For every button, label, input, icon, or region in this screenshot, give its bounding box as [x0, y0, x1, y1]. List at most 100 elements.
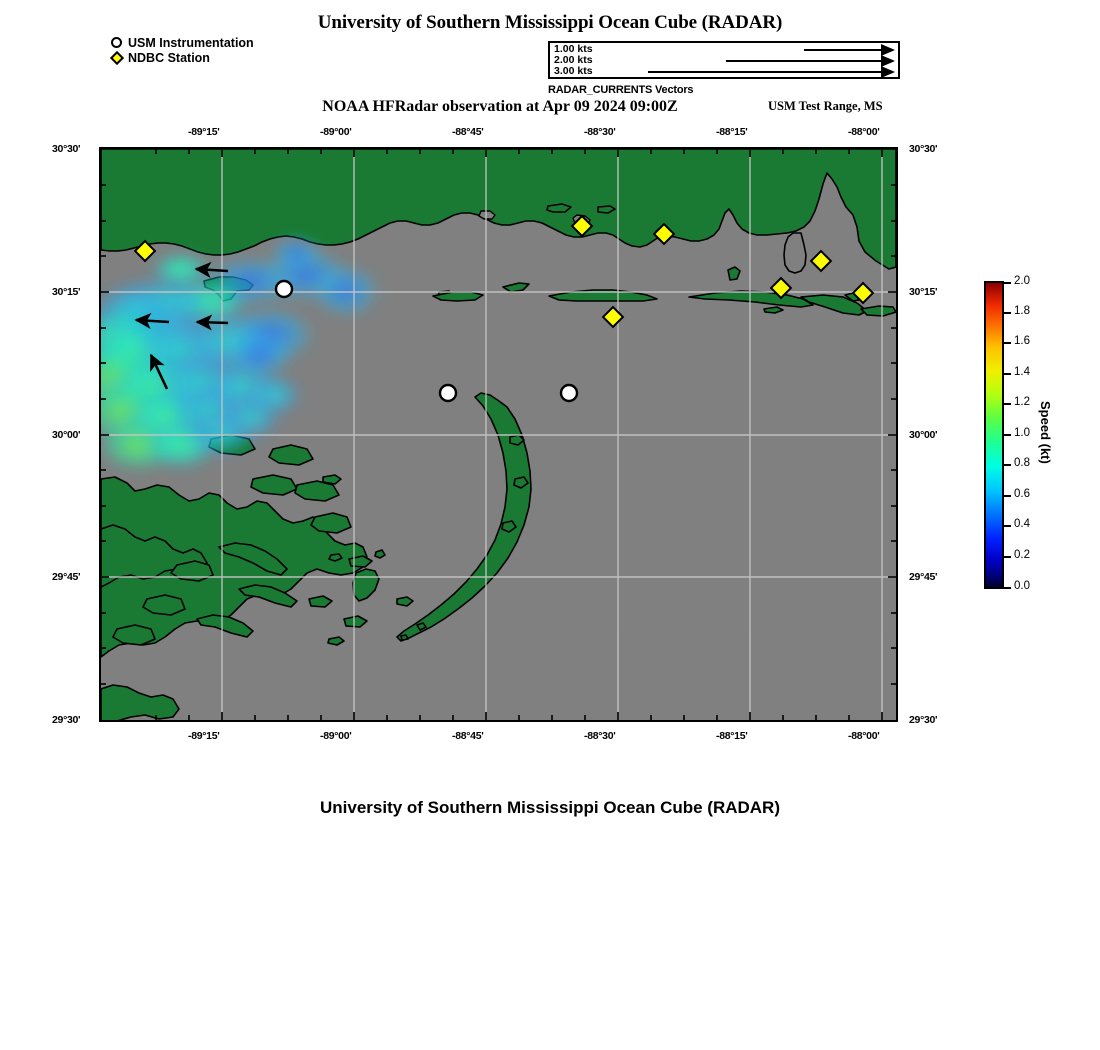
axis-tick-marks	[101, 149, 896, 720]
ndbc-station-marker	[570, 214, 594, 238]
colorbar-tick	[1004, 282, 1011, 284]
mainland-coast	[101, 149, 896, 270]
ndbc-station-marker	[851, 281, 875, 305]
ndbc-station-marker	[809, 249, 833, 273]
axis-label-bottom-lon-6: -88°00'	[848, 730, 880, 742]
ndbc-station-layer	[133, 214, 875, 329]
delta-finger-1	[218, 542, 288, 576]
barrier-islet-2	[597, 205, 616, 214]
colorbar-tick-label-0: 0.0	[1014, 580, 1030, 592]
vector-scale-row-3: 3.00 kts	[550, 65, 898, 78]
colorbar-tick-label-8: 1.6	[1014, 335, 1030, 347]
vector-arrowhead-2	[881, 55, 895, 67]
chandeleur-sep-1	[416, 622, 427, 631]
axis-label-right-lat-2: 30°15'	[909, 286, 938, 298]
axis-label-left-lat-1: 30°30'	[52, 143, 81, 155]
landmass-layer	[101, 149, 896, 720]
delta-finger-2	[238, 584, 298, 608]
delta-islet-b	[308, 595, 333, 608]
vector-shaft-2	[726, 60, 882, 62]
colorbar-tick-label-10: 2.0	[1014, 275, 1030, 287]
dauphin-island	[800, 294, 868, 316]
current-arrow-4	[149, 353, 169, 390]
colorbar-tick	[1004, 525, 1011, 527]
delta-patch-3	[310, 512, 352, 534]
colorbar-tick	[1004, 434, 1011, 436]
axis-label-top-lon-3: -88°45'	[452, 126, 484, 138]
axis-label-bottom-lon-1: -89°15'	[188, 730, 220, 742]
dauphin-tip	[860, 305, 896, 317]
legend-item-ndbc-station: NDBC Station	[109, 50, 254, 66]
legend-item-usm-instrumentation: USM Instrumentation	[110, 36, 254, 51]
current-arrow-2	[134, 312, 170, 329]
diamond-marker-icon	[109, 50, 128, 66]
page-title: University of Southern Mississippi Ocean…	[317, 12, 783, 33]
delta-marsh-se	[101, 684, 180, 720]
axis-label-bottom-lon-3: -88°45'	[452, 730, 484, 742]
barrier-islet-1	[546, 203, 572, 213]
usm-instrument-marker	[559, 383, 579, 403]
vector-scale-label-1: 1.00 kts	[554, 43, 593, 55]
axis-label-left-lat-3: 30°00'	[52, 429, 81, 441]
colorbar-tick-label-2: 0.4	[1014, 518, 1030, 530]
colorbar-tick-label-4: 0.8	[1014, 457, 1030, 469]
usm-instrument-marker	[274, 279, 294, 299]
colorbar-tick-label-7: 1.4	[1014, 366, 1030, 378]
colorbar-title: Speed (kt)	[1038, 401, 1053, 464]
delta-islet-a	[348, 555, 373, 568]
delta-patch-8	[112, 624, 156, 646]
colorbar-tick	[1004, 556, 1011, 558]
current-arrow-3	[195, 314, 229, 331]
colorbar-tick	[1004, 587, 1011, 589]
right-ticks	[888, 184, 896, 685]
axis-label-left-lat-5: 29°30'	[52, 714, 81, 726]
top-ticks	[155, 149, 883, 157]
graticule-grid	[101, 149, 896, 720]
breton-islet	[374, 549, 386, 559]
axis-label-bottom-lon-2: -89°00'	[320, 730, 352, 742]
mobile-bay-water	[783, 232, 807, 274]
delta-islet-e	[322, 474, 342, 485]
circle-marker-icon	[110, 36, 128, 51]
vector-shaft-3	[648, 71, 882, 73]
axis-label-right-lat-1: 30°30'	[909, 143, 938, 155]
delta-islet-d	[396, 596, 414, 607]
axis-label-right-lat-4: 29°45'	[909, 571, 938, 583]
axis-label-top-lon-2: -89°00'	[320, 126, 352, 138]
axis-label-left-lat-4: 29°45'	[52, 571, 81, 583]
usm-instrument-layer	[274, 279, 579, 403]
map-graphics	[101, 149, 896, 720]
colorbar-tick	[1004, 495, 1011, 497]
delta-patch-4	[268, 444, 314, 466]
vector-scale-row-2: 2.00 kts	[550, 54, 898, 67]
marker-legend: USM Instrumentation NDBC Station	[109, 36, 254, 66]
axis-label-bottom-lon-5: -88°15'	[716, 730, 748, 742]
delta-dot-2	[327, 636, 345, 646]
horn-island-w	[502, 282, 530, 293]
vector-scale-label-3: 3.00 kts	[554, 65, 593, 77]
colorbar-tick	[1004, 373, 1011, 375]
vector-arrowhead-1	[881, 44, 895, 56]
chandeleur-sep-2	[400, 634, 409, 641]
legend-label-ndbc: NDBC Station	[128, 51, 210, 65]
axis-label-left-lat-2: 30°15'	[52, 286, 81, 298]
horn-island	[548, 289, 658, 302]
vector-shaft-1	[804, 49, 882, 51]
legend-label-usm: USM Instrumentation	[128, 36, 254, 50]
delta-patch-1	[250, 474, 298, 496]
delta-patch-2	[294, 480, 340, 502]
delta-dot-1	[328, 553, 343, 562]
islet-small-1	[763, 306, 784, 314]
axis-label-right-lat-5: 29°30'	[909, 714, 938, 726]
colorbar-tick	[1004, 403, 1011, 405]
chandeleur-islands	[396, 392, 532, 642]
chandeleur-knob-3	[501, 520, 517, 533]
delta-marsh-north	[101, 524, 208, 588]
map-canvas[interactable]	[99, 147, 898, 722]
colorbar-tick-label-3: 0.6	[1014, 488, 1030, 500]
colorbar-tick	[1004, 312, 1011, 314]
delta-patch-7	[142, 594, 186, 616]
vector-scale-legend: 1.00 kts 2.00 kts 3.00 kts	[548, 41, 900, 79]
delta-islet-c	[343, 615, 368, 628]
test-range-label: USM Test Range, MS	[768, 99, 883, 113]
